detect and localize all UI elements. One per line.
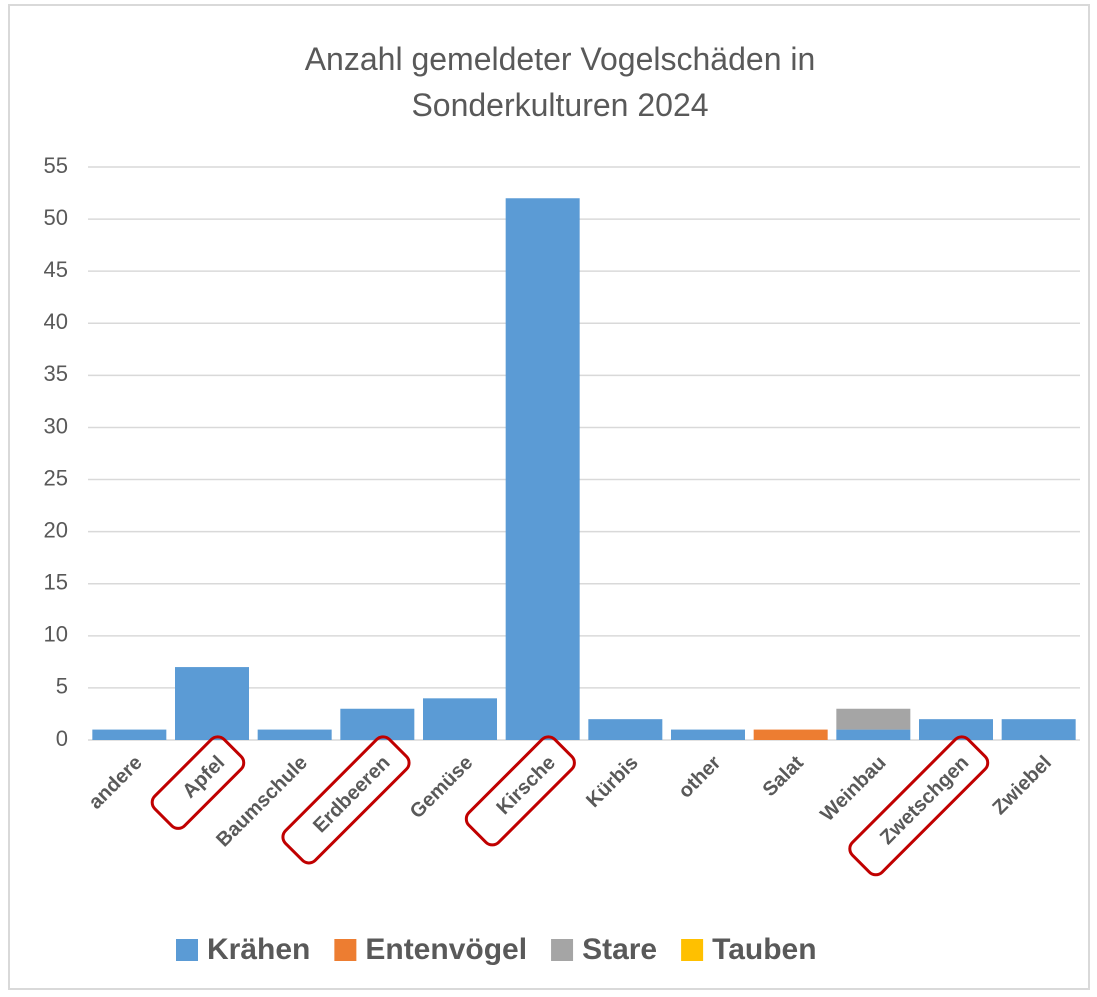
chart-title: Anzahl gemeldeter Vogelschäden in Sonder…	[304, 41, 816, 123]
legend-label: Krähen	[207, 933, 310, 966]
y-tick-label: 20	[44, 517, 68, 542]
highlight-box	[464, 735, 576, 847]
highlight-box	[281, 735, 411, 865]
y-tick-label: 15	[44, 570, 68, 595]
legend-swatch	[551, 939, 574, 961]
legend-swatch	[176, 939, 198, 961]
y-tick-label: 5	[56, 674, 68, 699]
bar	[257, 729, 332, 740]
bar	[505, 198, 580, 741]
legend-label: Stare	[582, 933, 657, 966]
y-tick-label: 35	[44, 361, 68, 386]
bar	[671, 729, 745, 740]
y-tick-label: 45	[44, 257, 68, 282]
y-tick-label: 30	[44, 413, 68, 438]
bar	[919, 719, 993, 740]
bar	[175, 667, 249, 740]
highlight-box	[150, 735, 246, 830]
legend-swatch	[334, 939, 357, 961]
y-tick-label: 40	[44, 309, 68, 334]
legend-label: Tauben	[712, 933, 816, 966]
y-tick-label: 0	[56, 726, 68, 751]
bar	[753, 729, 828, 740]
bar	[423, 698, 497, 740]
bar	[1001, 719, 1076, 740]
bar	[92, 729, 167, 740]
legend-swatch	[681, 939, 704, 961]
y-tick-label: 25	[44, 465, 68, 490]
y-tick-label: 50	[44, 205, 68, 230]
bar	[836, 708, 911, 730]
highlight-box	[848, 735, 990, 877]
bar	[340, 708, 415, 740]
legend-label: Entenvögel	[365, 933, 527, 966]
y-tick-label: 55	[44, 153, 68, 178]
bar	[836, 729, 911, 740]
y-tick-label: 10	[44, 622, 68, 647]
bar	[588, 719, 663, 740]
